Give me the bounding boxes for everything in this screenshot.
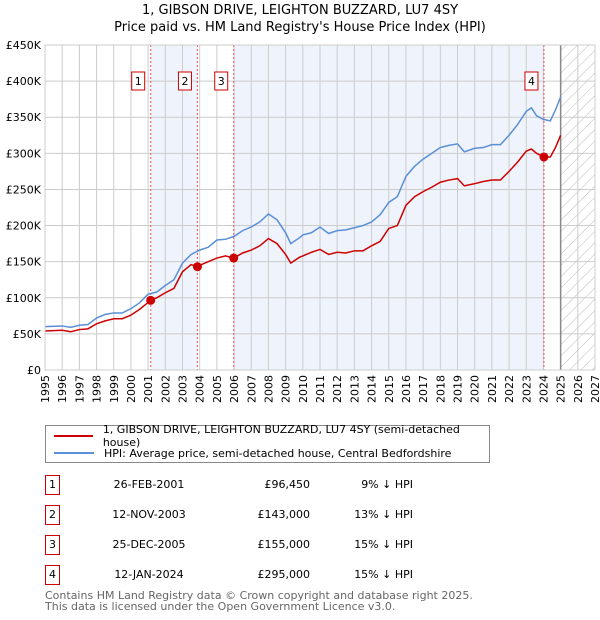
x-tick-label: 2007: [245, 375, 258, 403]
sale-date: 12-JAN-2024: [114, 568, 184, 581]
chart-subtitle: Price paid vs. HM Land Registry's House …: [114, 20, 486, 35]
x-tick-label: 2014: [366, 375, 379, 403]
x-tick-label: 2018: [434, 375, 447, 403]
x-tick-label: 2008: [262, 375, 275, 403]
plot-frame: [44, 44, 596, 371]
x-tick-label: 2026: [572, 375, 585, 403]
plot-area: 1995 1996 1997 1998 1999 2000 2001 2002 2003 2004…: [6, 39, 600, 403]
x-tick-label: 2012: [331, 375, 344, 403]
y-tick-label: £200K: [6, 220, 42, 233]
x-tick-label: 1998: [91, 375, 104, 403]
x-tick-label: 2022: [503, 375, 516, 403]
sale-label-box: [177, 71, 192, 91]
sale-label-box: [131, 71, 146, 91]
sale-marker-number: 3: [45, 535, 60, 555]
sale-hpi-diff: 15% ↓ HPI: [354, 568, 413, 581]
y-tick-label: £350K: [6, 111, 42, 124]
x-tick-label: 2025: [555, 375, 568, 403]
sale-label: 1: [135, 75, 142, 88]
x-tick-label: 2011: [314, 375, 327, 403]
sale-point: [229, 253, 239, 263]
x-tick-label: 2015: [383, 375, 396, 403]
y-tick-label: £50K: [13, 328, 42, 341]
footer-line-2: This data is licensed under the Open Gov…: [45, 600, 396, 613]
x-tick-label: 2020: [469, 375, 482, 403]
legend-property-swatch: [54, 435, 93, 437]
sale-hpi-diff: 9% ↓ HPI: [361, 478, 413, 491]
x-tick-label: 2000: [125, 375, 138, 403]
sale-price: £155,000: [257, 538, 311, 551]
sale-price: £96,450: [264, 478, 311, 491]
x-tick-label: 2027: [589, 375, 600, 403]
footer-line-1: Contains HM Land Registry data © Crown c…: [45, 589, 473, 602]
sale-price: £143,000: [257, 508, 311, 521]
sale-label: 3: [218, 75, 225, 88]
sale-row: 2 12-NOV-2003 £143,000 13% ↓ HPI: [45, 505, 465, 527]
x-tick-label: 2002: [159, 375, 172, 403]
x-tick-label: 2019: [452, 375, 465, 403]
sale-marker-number: 2: [45, 505, 60, 525]
y-tick-label: £100K: [6, 292, 42, 305]
hpi-line: [44, 96, 562, 329]
x-tick-label: 1997: [73, 375, 86, 403]
sale-marker-number: 1: [45, 475, 60, 495]
y-tick-label: £150K: [6, 256, 42, 269]
sale-hpi-diff: 13% ↓ HPI: [354, 508, 413, 521]
sale-label-box: [524, 71, 539, 91]
sale-marker-number: 4: [45, 565, 60, 585]
sale-price: £295,000: [257, 568, 311, 581]
sale-date: 25-DEC-2005: [112, 538, 186, 551]
x-tick-label: 2010: [297, 375, 310, 403]
y-tick-label: £250K: [6, 183, 42, 196]
sale-point: [192, 262, 202, 272]
sale-label-box: [214, 71, 229, 91]
x-tick-label: 2006: [228, 375, 241, 403]
sale-label: 4: [528, 75, 535, 88]
sale-row: 4 12-JAN-2024 £295,000 15% ↓ HPI: [45, 565, 465, 587]
legend-hpi-label: HPI: Average price, semi-detached house,…: [104, 446, 452, 460]
x-tick-label: 2016: [400, 375, 413, 403]
y-tick-label: £450K: [6, 39, 42, 52]
sale-label: 2: [181, 75, 188, 88]
y-tick-label: £0: [27, 364, 41, 377]
chart-title: 1, GIBSON DRIVE, LEIGHTON BUZZARD, LU7 4…: [141, 3, 459, 18]
sale-hpi-diff: 15% ↓ HPI: [354, 538, 413, 551]
property-price-line: [44, 134, 562, 333]
x-tick-label: 1995: [39, 375, 52, 403]
x-tick-label: 2024: [537, 375, 550, 403]
sale-point: [539, 152, 549, 162]
legend: 1, GIBSON DRIVE, LEIGHTON BUZZARD, LU7 4…: [45, 423, 490, 463]
sale-date: 12-NOV-2003: [112, 508, 186, 521]
x-tick-label: 2005: [211, 375, 224, 403]
x-tick-label: 2021: [486, 375, 499, 403]
legend-property-label: 1, GIBSON DRIVE, LEIGHTON BUZZARD, LU7 4…: [102, 423, 460, 449]
shaded-period: [150, 45, 198, 370]
sale-date: 26-FEB-2001: [113, 478, 185, 491]
x-tick-label: 2009: [280, 375, 293, 403]
x-tick-label: 1999: [108, 375, 121, 403]
y-tick-label: £300K: [6, 147, 42, 160]
sale-row: 1 26-FEB-2001 £96,450 9% ↓ HPI: [45, 475, 465, 497]
footer: Contains HM Land Registry data © Crown c…: [45, 590, 473, 612]
y-tick-label: £400K: [6, 75, 42, 88]
x-tick-label: 2017: [417, 375, 430, 403]
x-tick-label: 1996: [56, 375, 69, 403]
x-tick-label: 2023: [520, 375, 533, 403]
x-tick-label: 2003: [177, 375, 190, 403]
x-tick-label: 2004: [194, 375, 207, 403]
x-tick-label: 2001: [142, 375, 155, 403]
sale-row: 3 25-DEC-2005 £155,000 15% ↓ HPI: [45, 535, 465, 557]
sale-point: [146, 295, 156, 305]
x-tick-label: 2013: [348, 375, 361, 403]
legend-hpi-swatch: [54, 452, 94, 454]
